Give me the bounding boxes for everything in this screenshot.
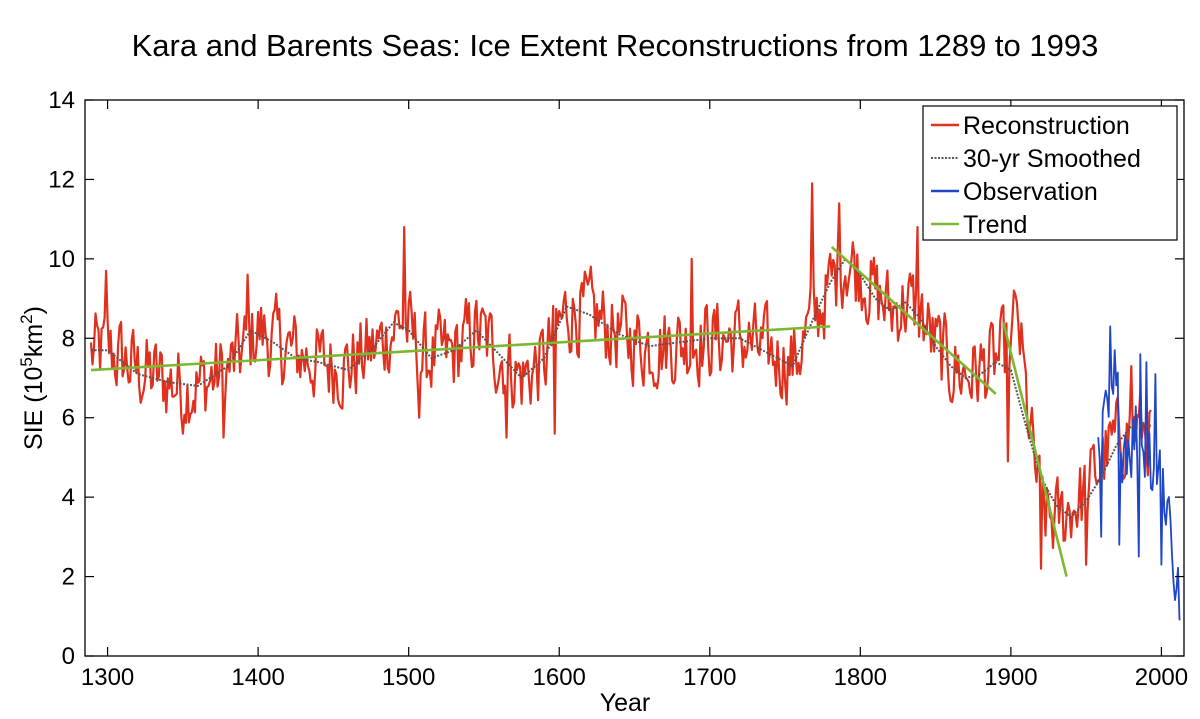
x-tick-label: 1700 [683, 664, 736, 691]
y-tick-label: 10 [48, 246, 75, 273]
trend-segment-1 [90, 325, 831, 372]
series-reconstruction-line [89, 182, 1152, 570]
y-tick-label: 8 [62, 325, 75, 352]
legend: Reconstruction 30-yr Smoothed Observation T… [922, 105, 1178, 241]
trend-segment-2 [830, 245, 997, 395]
y-tick-label: 4 [62, 484, 75, 511]
axes: 1300 1400 1500 1600 1700 1800 1900 2000 0 2 4 6 8 10 1… [48, 87, 1188, 691]
legend-box [922, 105, 1178, 241]
x-tick-label: 1800 [834, 664, 887, 691]
x-tick-label: 1600 [533, 664, 586, 691]
series-observation-line [1097, 325, 1181, 621]
y-axis-title: SIE (105km2) [17, 306, 48, 450]
x-tick-label: 1300 [81, 664, 134, 691]
y-tick-label: 14 [48, 87, 75, 114]
legend-label: Observation [963, 178, 1098, 206]
y-tick-label: 2 [62, 564, 75, 591]
plot-area [89, 182, 1181, 621]
y-tick-label: 0 [62, 643, 75, 670]
x-tick-label: 2000 [1135, 664, 1188, 691]
legend-label: Trend [963, 211, 1027, 239]
y-tick-label: 6 [62, 405, 75, 432]
chart-title: Kara and Barents Seas: Ice Extent Recons… [131, 28, 1099, 63]
series-smoothed-line [91, 257, 1151, 519]
axes-frame [84, 99, 1185, 657]
trend-segment-3 [1002, 322, 1068, 577]
y-tick-label: 12 [48, 166, 75, 193]
x-tick-label: 1500 [382, 664, 435, 691]
legend-label: 30-yr Smoothed [963, 145, 1141, 173]
legend-label: Reconstruction [963, 112, 1130, 140]
x-tick-label: 1400 [231, 664, 284, 691]
x-tick-label: 1900 [984, 664, 1037, 691]
x-axis-title: Year [600, 689, 651, 717]
